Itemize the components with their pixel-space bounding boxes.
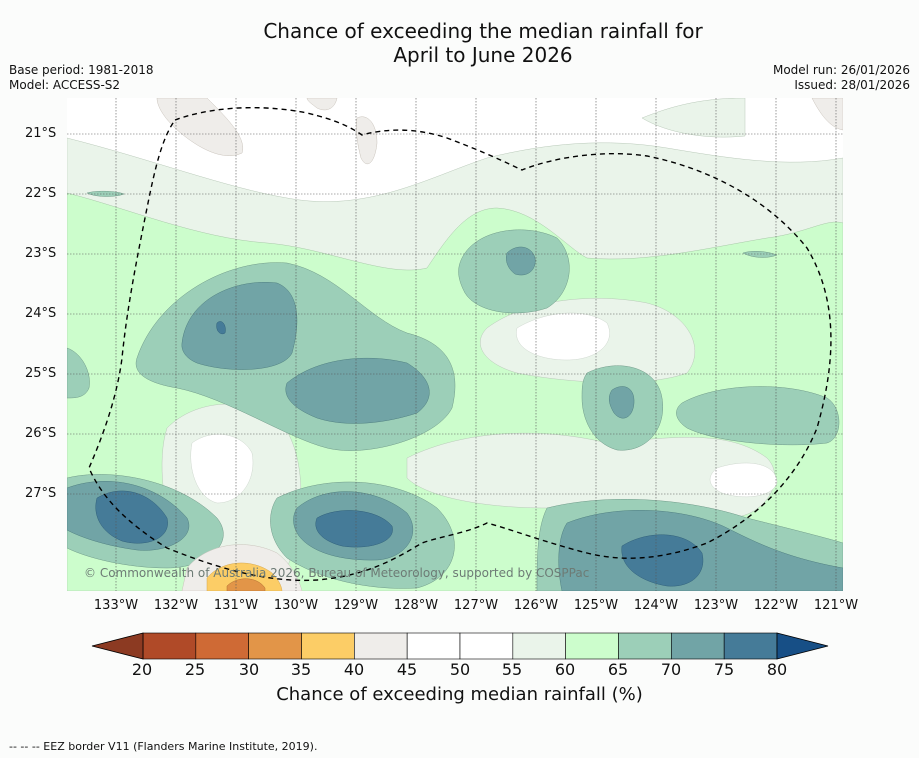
grey-patch-north-4 bbox=[811, 98, 843, 131]
rainfall-map bbox=[67, 98, 843, 591]
lon-label-128w: 128°W bbox=[393, 598, 439, 613]
model-info: Base period: 1981-2018 Model: ACCESS-S2 bbox=[9, 63, 154, 93]
lon-label-129w: 129°W bbox=[333, 598, 379, 613]
lat-label-22s: 22°S bbox=[25, 186, 57, 201]
cb-tick-25: 25 bbox=[184, 660, 206, 679]
lon-label-124w: 124°W bbox=[633, 598, 679, 613]
contour-70-75-east bbox=[609, 386, 635, 419]
colorbar-bin bbox=[248, 632, 302, 660]
copyright-notice: © Commonwealth of Australia 2026, Bureau… bbox=[84, 566, 590, 580]
issued-date: Issued: 28/01/2026 bbox=[794, 78, 910, 92]
graticule bbox=[67, 98, 843, 591]
contour-70-75-center bbox=[285, 357, 430, 424]
white-island-south bbox=[190, 434, 254, 504]
grey-patch-north-3 bbox=[306, 98, 338, 111]
lat-label-23s: 23°S bbox=[25, 246, 57, 261]
lat-label-25s: 25°S bbox=[25, 366, 57, 381]
contour-70-75-west bbox=[181, 282, 298, 370]
colorbar-title: Chance of exceeding median rainfall (%) bbox=[276, 684, 643, 705]
eez-border bbox=[88, 107, 832, 582]
model-run-date: Model run: 26/01/2026 bbox=[772, 63, 910, 77]
contour-75-80-southwest bbox=[95, 490, 168, 544]
lon-label-122w: 122°W bbox=[753, 598, 799, 613]
title-line-2: April to June 2026 bbox=[393, 43, 573, 67]
cb-tick-75: 75 bbox=[713, 660, 735, 679]
lat-label-24s: 24°S bbox=[25, 306, 57, 321]
lon-label-130w: 130°W bbox=[273, 598, 319, 613]
run-info: Model run: 26/01/2026 Issued: 28/01/2026 bbox=[773, 63, 910, 93]
cb-tick-60: 60 bbox=[554, 660, 576, 679]
colorbar-bin bbox=[142, 632, 197, 660]
cb-tick-55: 55 bbox=[501, 660, 523, 679]
contour-35-40 bbox=[206, 562, 283, 591]
contour-55-60-island-east bbox=[406, 432, 776, 519]
colorbar-bin bbox=[723, 632, 778, 660]
contour-75-80-south-mid bbox=[315, 510, 393, 548]
cb-tick-65: 65 bbox=[607, 660, 629, 679]
colorbar-bin bbox=[671, 632, 725, 660]
contour-75-80-west-dot bbox=[216, 321, 226, 335]
colorbar-bin bbox=[618, 632, 672, 660]
contour-70-75-south-east bbox=[558, 510, 843, 591]
lon-label-132w: 132°W bbox=[153, 598, 199, 613]
cb-tick-70: 70 bbox=[660, 660, 682, 679]
contour-30-35 bbox=[226, 578, 266, 591]
lat-label-21s: 21°S bbox=[25, 126, 57, 141]
lon-label-131w: 131°W bbox=[213, 598, 259, 613]
colorbar-over-arrow bbox=[776, 632, 829, 660]
colorbar bbox=[91, 632, 829, 660]
colorbar-bins bbox=[142, 632, 778, 660]
cb-tick-45: 45 bbox=[396, 660, 418, 679]
map-title: Chance of exceeding the median rainfall … bbox=[0, 19, 919, 67]
contour-75-80-south-east bbox=[621, 534, 704, 587]
colorbar-under-arrow bbox=[91, 632, 144, 660]
white-island-mid bbox=[516, 312, 610, 361]
cb-tick-20: 20 bbox=[131, 660, 153, 679]
cb-tick-50: 50 bbox=[449, 660, 471, 679]
lon-label-121w: 121°W bbox=[813, 598, 859, 613]
contour-65-70-far-east bbox=[676, 386, 840, 446]
colorbar-bin bbox=[406, 632, 461, 660]
lon-label-133w: 133°W bbox=[93, 598, 139, 613]
cb-tick-80: 80 bbox=[766, 660, 788, 679]
lon-label-126w: 126°W bbox=[513, 598, 559, 613]
contour-65-70-west-edge bbox=[67, 347, 90, 399]
contour-55-60-north bbox=[641, 98, 746, 138]
grey-patch-north-2 bbox=[355, 116, 378, 165]
model-name: Model: ACCESS-S2 bbox=[9, 78, 121, 92]
colorbar-bin bbox=[512, 632, 566, 660]
lon-label-123w: 123°W bbox=[693, 598, 739, 613]
contour-70-75-mid bbox=[506, 246, 536, 276]
cb-tick-30: 30 bbox=[238, 660, 260, 679]
grey-patch-north-1 bbox=[156, 98, 244, 156]
title-line-1: Chance of exceeding the median rainfall … bbox=[263, 19, 703, 43]
cb-tick-40: 40 bbox=[343, 660, 365, 679]
colorbar-bin bbox=[459, 632, 514, 660]
colorbar-bin bbox=[565, 632, 619, 660]
colorbar-bin bbox=[301, 632, 355, 660]
colorbar-bin bbox=[195, 632, 249, 660]
lon-label-127w: 127°W bbox=[453, 598, 499, 613]
lat-label-26s: 26°S bbox=[25, 426, 57, 441]
base-period: Base period: 1981-2018 bbox=[9, 63, 154, 77]
green-sliver-23s bbox=[742, 251, 778, 258]
lon-label-125w: 125°W bbox=[573, 598, 619, 613]
eez-footnote: -- -- -- EEZ border V11 (Flanders Marine… bbox=[9, 740, 318, 753]
cb-tick-35: 35 bbox=[290, 660, 312, 679]
white-island-east bbox=[709, 462, 778, 498]
lat-label-27s: 27°S bbox=[25, 486, 57, 501]
colorbar-bin bbox=[354, 632, 408, 660]
